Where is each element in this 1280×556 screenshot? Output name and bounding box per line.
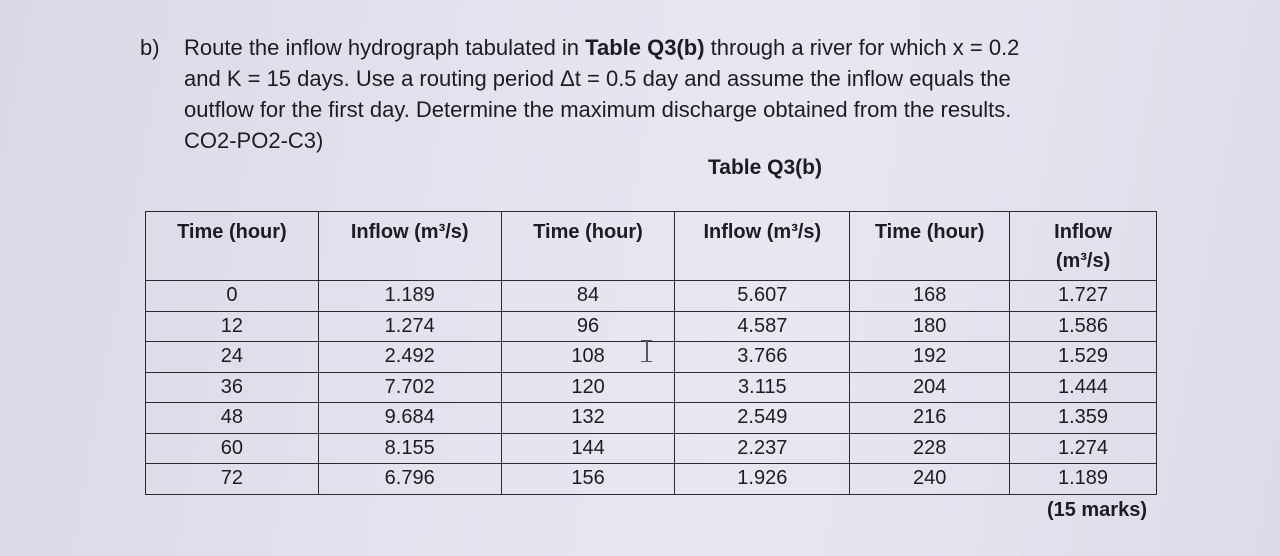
table-cell: 1.359 xyxy=(1009,402,1157,434)
header-time-1: Time (hour) xyxy=(145,211,319,281)
header-inflow-1: Inflow (m³/s) xyxy=(317,211,502,281)
table-row: 72 6.796 156 1.926 240 1.189 xyxy=(145,463,1157,495)
table-cell: 9.684 xyxy=(317,402,502,434)
question-line1-post: through a river for which x = 0.2 xyxy=(704,35,1020,60)
table-cell: 144 xyxy=(500,432,676,464)
table-cell: 5.607 xyxy=(674,280,851,312)
table-row: 12 1.274 96 4.587 180 1.586 xyxy=(145,310,1157,342)
question-line1-pre: Route the inflow hydrograph tabulated in xyxy=(184,35,586,60)
table-cell: 1.189 xyxy=(1009,463,1157,495)
table-body: 0 1.189 84 5.607 168 1.727 12 1.274 96 4.587 180 1.… xyxy=(145,280,1157,495)
table-cell: 168 xyxy=(849,280,1011,312)
table-cell: 228 xyxy=(849,432,1011,464)
table-row: 0 1.189 84 5.607 168 1.727 xyxy=(145,280,1157,312)
table-cell: 0 xyxy=(145,280,319,312)
table-cell: 84 xyxy=(500,280,676,312)
table-row: 24 2.492 108 3.766 192 1.529 xyxy=(145,341,1157,373)
table-cell: 36 xyxy=(145,371,319,403)
table-cell: 1.274 xyxy=(317,310,502,342)
table-cell: 7.702 xyxy=(317,371,502,403)
table-row: 60 8.155 144 2.237 228 1.274 xyxy=(145,432,1157,464)
table-cell: 1.274 xyxy=(1009,432,1157,464)
table-cell: 1.529 xyxy=(1009,341,1157,373)
table-cell: 156 xyxy=(500,463,676,495)
table-cell: 1.586 xyxy=(1009,310,1157,342)
table-cell: 120 xyxy=(500,371,676,403)
table-cell: 60 xyxy=(145,432,319,464)
table-cell: 2.237 xyxy=(674,432,851,464)
table-cell: 2.492 xyxy=(317,341,502,373)
table-cell: 192 xyxy=(849,341,1011,373)
header-time-3: Time (hour) xyxy=(849,211,1011,281)
header-inflow-3: Inflow (m³/s) xyxy=(1009,211,1157,281)
table-cell: 216 xyxy=(849,402,1011,434)
table-cell: 180 xyxy=(849,310,1011,342)
table-cell: 1.444 xyxy=(1009,371,1157,403)
marks-label: (15 marks) xyxy=(1046,499,1147,521)
table-cell: 132 xyxy=(500,402,676,434)
table-cell: 204 xyxy=(849,371,1011,403)
table-title: Table Q3(b) xyxy=(708,156,822,179)
table-cell: 8.155 xyxy=(317,432,502,464)
question-label: b) xyxy=(140,35,160,60)
table-cell: 3.766 xyxy=(674,341,851,373)
header-time-2: Time (hour) xyxy=(500,211,676,281)
header-inflow-2: Inflow (m³/s) xyxy=(674,211,851,281)
table-cell: 72 xyxy=(145,463,319,495)
question-text: b) Route the inflow hydrograph tabulated … xyxy=(140,32,1180,156)
table-cell: 1.189 xyxy=(317,280,502,312)
table-cell: 2.549 xyxy=(674,402,851,434)
table-cell: 3.115 xyxy=(674,371,851,403)
table-cell: 24 xyxy=(145,341,319,373)
table-cell: 1.926 xyxy=(674,463,851,495)
table-cell: 6.796 xyxy=(317,463,502,495)
question-line-4: CO2-PO2-C3) xyxy=(184,128,324,153)
table-header-row: Time (hour) Inflow (m³/s) Time (hour) In… xyxy=(145,211,1157,281)
question-line-2: and K = 15 days. Use a routing period Δt… xyxy=(184,66,1011,91)
inflow-table: Time (hour) Inflow (m³/s) Time (hour) In… xyxy=(145,211,1157,495)
question-line-3: outflow for the first day. Determine the… xyxy=(184,97,1012,122)
table-row: 36 7.702 120 3.115 204 1.444 xyxy=(145,371,1157,403)
question-line-1: b) Route the inflow hydrograph tabulated … xyxy=(140,32,1180,63)
table-cell: 12 xyxy=(145,310,319,342)
table-row: 48 9.684 132 2.549 216 1.359 xyxy=(145,402,1157,434)
table-cell: 48 xyxy=(145,402,319,434)
table-reference: Table Q3(b) xyxy=(585,35,705,60)
table-cell: 4.587 xyxy=(674,310,851,342)
text-cursor-icon xyxy=(640,340,654,362)
table-cell: 240 xyxy=(849,463,1011,495)
table-cell: 1.727 xyxy=(1009,280,1157,312)
table-cell: 96 xyxy=(500,310,676,342)
